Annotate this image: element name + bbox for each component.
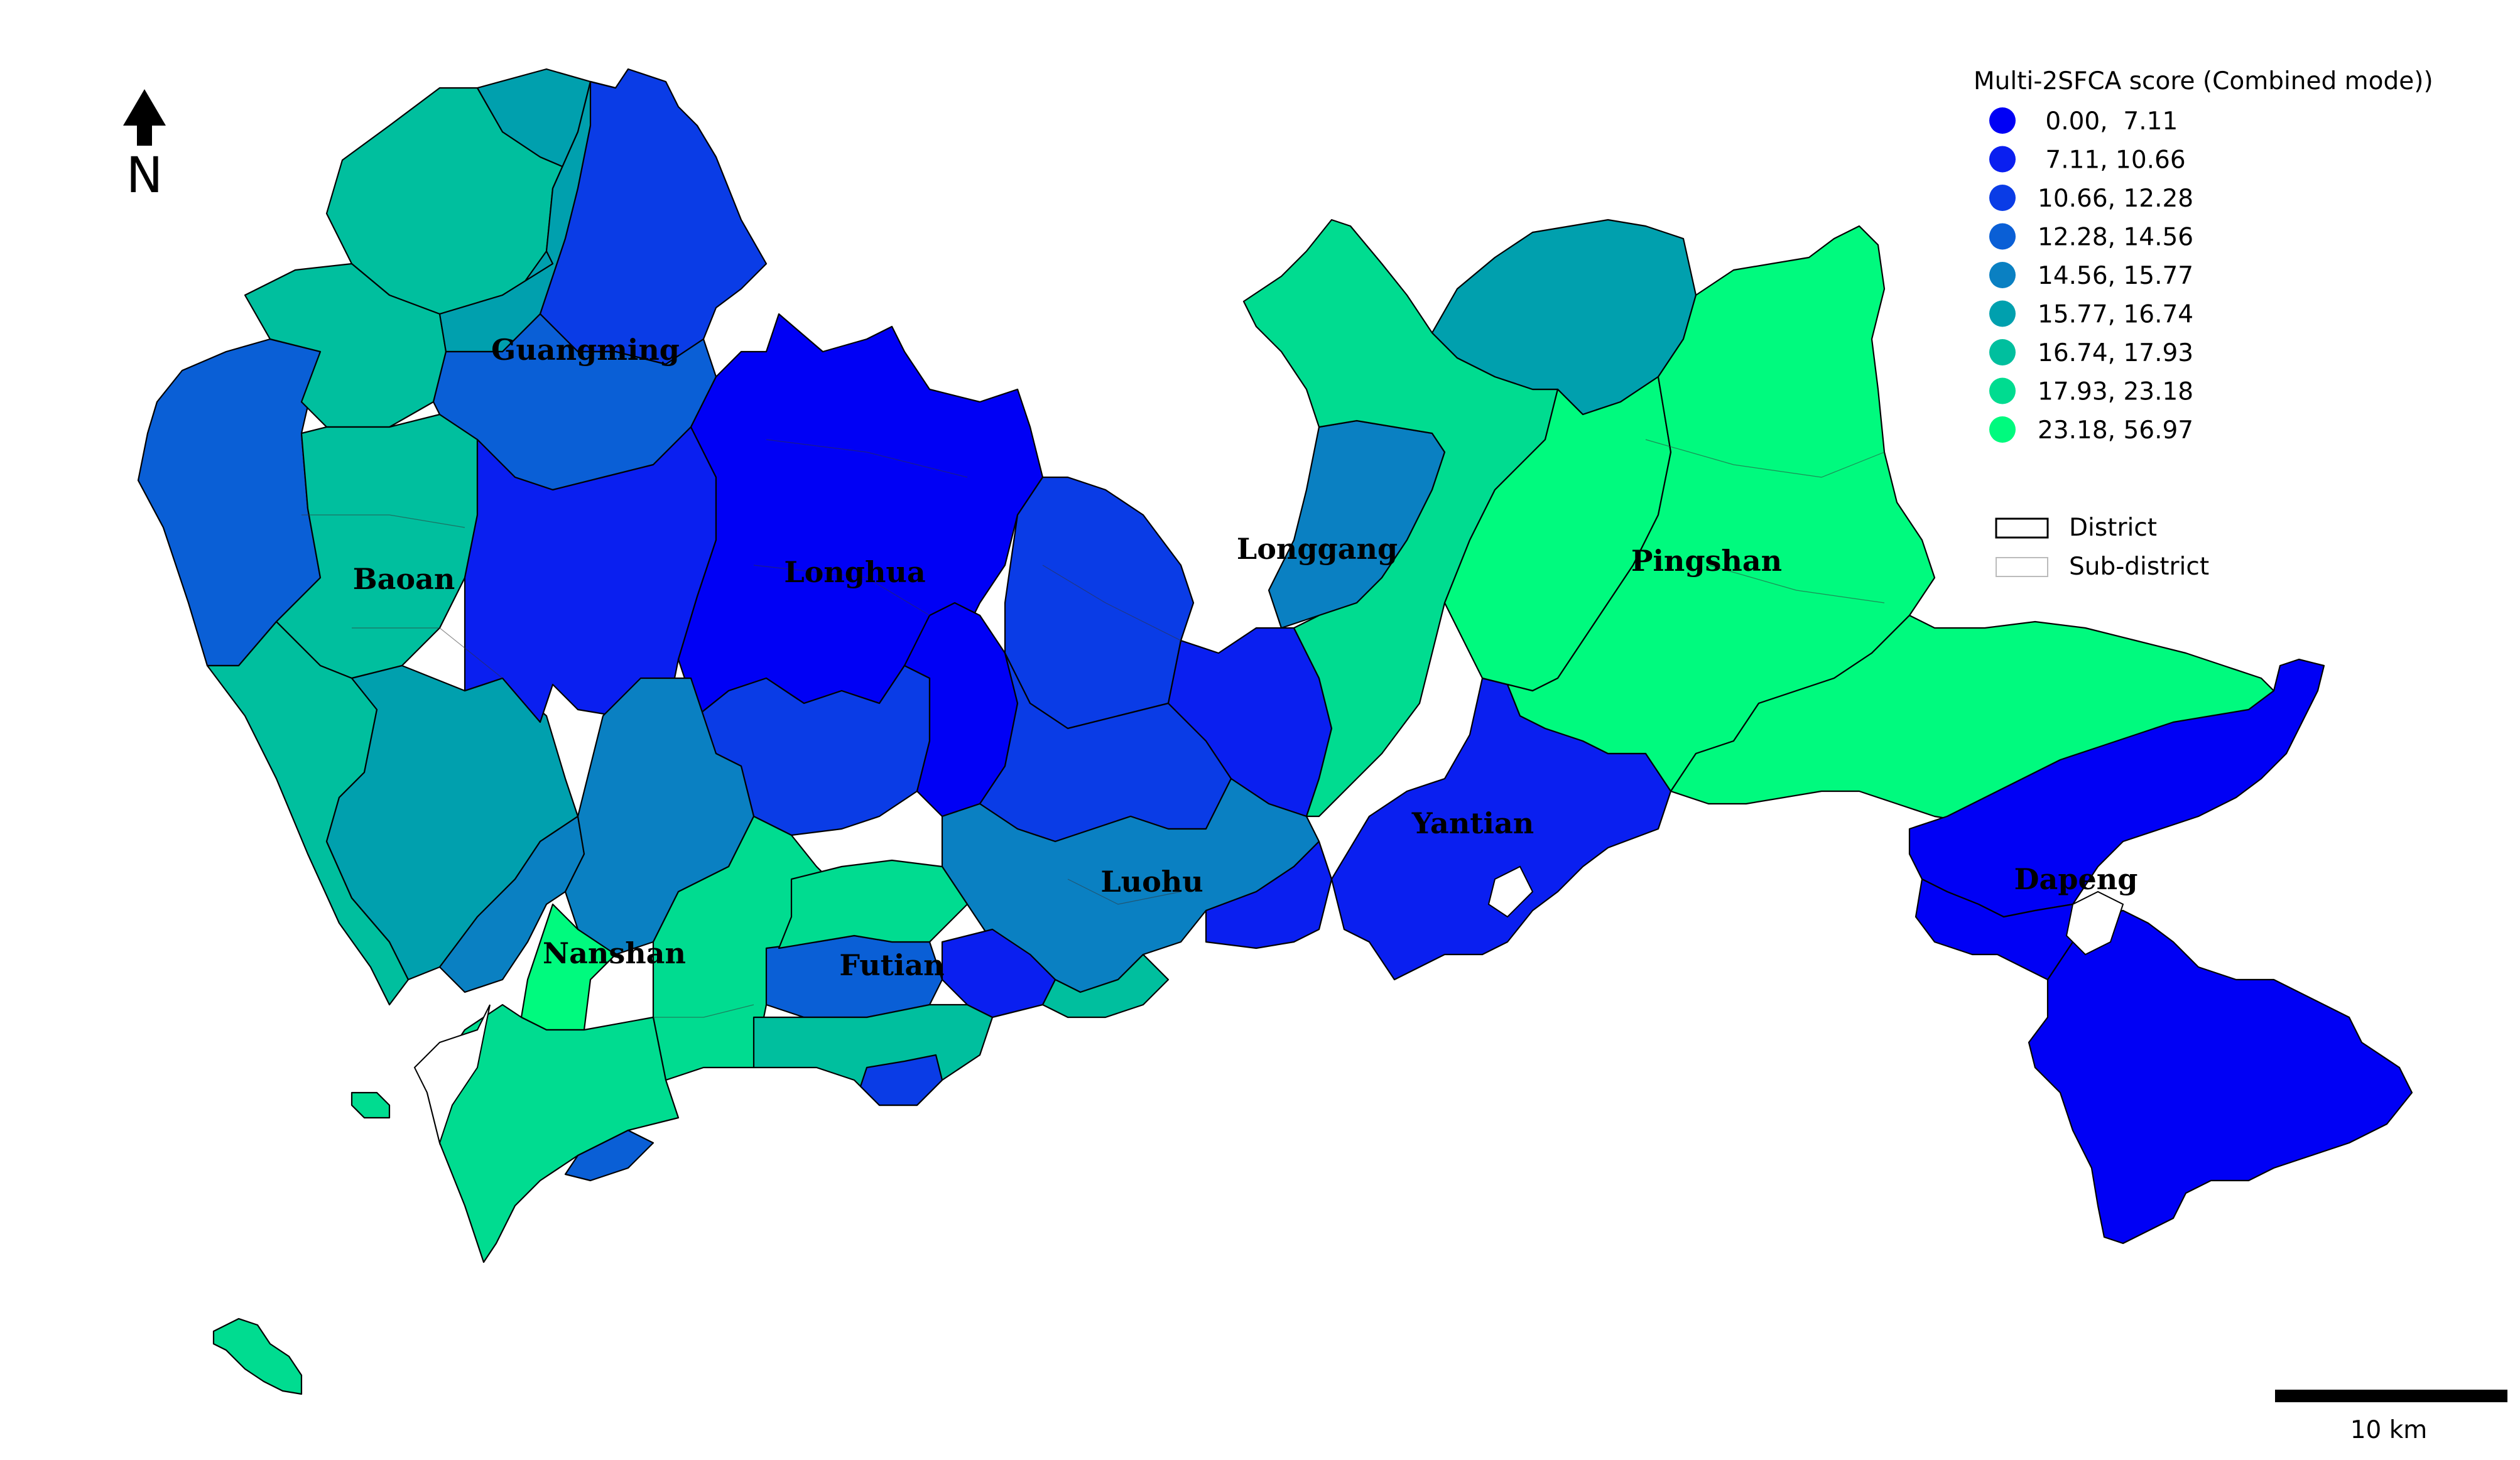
region-yantian	[1330, 677, 1672, 981]
region-luohu-east	[1205, 840, 1333, 949]
district-label-luohu: Luohu	[1100, 865, 1203, 899]
sea-inlets	[413, 865, 2124, 1145]
legend-swatch	[1989, 107, 2016, 134]
legend-swatch	[1989, 339, 2016, 365]
legend-swatch	[1989, 416, 2016, 443]
legend-district-swatch	[1995, 517, 2049, 539]
region-futian-east	[941, 928, 1056, 1019]
legend-title: Multi-2SFCA score (Combined mode))	[1974, 67, 2433, 95]
legend-swatch	[1989, 185, 2016, 211]
region-futian-north	[778, 859, 969, 949]
region-luohu-south	[1041, 953, 1170, 1019]
subdistrict-line	[352, 627, 503, 679]
legend-subdistrict-swatch	[1996, 557, 2048, 577]
district-label-guangming: Guangming	[491, 333, 680, 367]
district-label-pingshan: Pingshan	[1631, 544, 1782, 578]
legend-class-label: 10.66, 12.28	[2038, 185, 2193, 213]
legend-class-label: 17.93, 23.18	[2038, 378, 2193, 406]
legend-subdistrict-label: Sub-district	[2069, 553, 2209, 581]
subdistrict-line	[301, 514, 465, 528]
district-label-futian: Futian	[839, 948, 944, 982]
legend-class-label: 0.00, 7.11	[2038, 107, 2178, 136]
legend-district-label: District	[2069, 514, 2157, 542]
legend-class-label: 15.77, 16.74	[2038, 301, 2193, 329]
subdistrict-line	[766, 439, 968, 478]
scale-bar-label: 10 km	[2350, 1416, 2428, 1444]
legend-boundary-items: District Sub-district	[1995, 514, 2209, 581]
north-arrow-label: N	[126, 148, 163, 204]
legend-class-label: 23.18, 56.97	[2038, 416, 2193, 445]
region-longgang-west	[1004, 476, 1195, 730]
north-arrow: N	[123, 89, 166, 204]
region-island-lingding	[212, 1317, 303, 1395]
map-regions	[137, 68, 2413, 1395]
region-dapeng-south	[2028, 909, 2413, 1245]
district-label-longgang: Longgang	[1237, 532, 1398, 566]
subdistrict-line	[1708, 565, 1885, 603]
scale-bar-line	[2275, 1390, 2507, 1402]
scale-bar: 10 km	[2275, 1390, 2507, 1444]
legend-class-label: 12.28, 14.56	[2038, 224, 2193, 252]
legend-class-label: 16.74, 17.93	[2038, 339, 2193, 367]
legend-swatch	[1989, 262, 2016, 288]
sea-inlet-shenzhen-bay	[413, 1004, 491, 1145]
legend-class-label: 7.11, 10.66	[2038, 146, 2186, 175]
region-nanshan-shekou	[564, 1129, 654, 1182]
legend: Multi-2SFCA score (Combined mode)) 0.00,…	[1974, 67, 2433, 581]
district-label-dapeng: Dapeng	[2014, 862, 2138, 896]
north-arrow-icon	[123, 89, 166, 146]
region-futian-mangrove	[859, 1054, 943, 1106]
district-label-longhua: Longhua	[784, 555, 925, 589]
subdistrict-line	[653, 1004, 754, 1018]
subdistrict-line	[753, 565, 930, 616]
district-labels: Guangming Baoan Longhua Longgang Pingsha…	[353, 333, 2138, 982]
sea-inlet-dapeng-bay	[2065, 890, 2124, 956]
legend-class-label: 14.56, 15.77	[2038, 262, 2193, 290]
region-dapeng-west	[1914, 878, 2074, 981]
subdistrict-line	[1645, 439, 1885, 478]
district-label-baoan: Baoan	[353, 562, 455, 596]
legend-swatch	[1989, 377, 2016, 404]
subdistrict-lines	[301, 439, 1885, 1018]
legend-swatch	[1989, 223, 2016, 250]
region-island-small	[350, 1091, 391, 1119]
region-guangming-east	[539, 68, 768, 365]
district-label-yantian: Yantian	[1411, 806, 1534, 840]
sea-inlet-yantian-port	[1487, 865, 1534, 918]
legend-swatch	[1989, 300, 2016, 327]
subdistrict-line	[1042, 565, 1181, 641]
legend-swatch	[1989, 146, 2016, 173]
subdistrict-line	[1067, 879, 1181, 905]
legend-classes: 0.00, 7.11 7.11, 10.66 10.66, 12.28 12.28,…	[1989, 107, 2193, 445]
district-label-nanshan: Nanshan	[543, 936, 686, 970]
